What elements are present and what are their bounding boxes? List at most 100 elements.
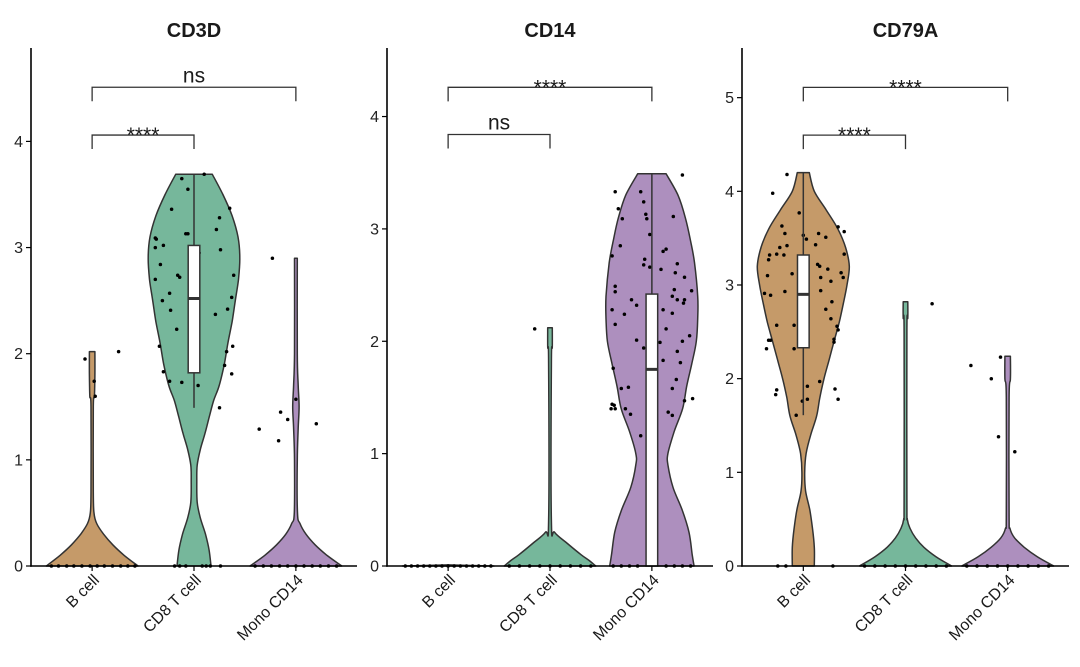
data-point [832, 340, 836, 344]
data-point [818, 288, 823, 293]
data-point [177, 275, 182, 280]
y-tick-label: 2 [725, 371, 734, 388]
violins [756, 171, 1055, 567]
x-tick-label: CD8 T cell [496, 572, 560, 636]
data-point [618, 244, 623, 248]
significance-brackets: **** ns [447, 76, 653, 149]
data-point [675, 261, 680, 266]
data-point [661, 358, 665, 363]
data-point [613, 284, 617, 288]
data-point [229, 372, 234, 376]
data-point [196, 383, 200, 388]
data-point [842, 252, 846, 256]
data-point [670, 413, 675, 418]
y-tick-label: 2 [14, 346, 23, 363]
data-point [222, 363, 227, 368]
data-point [805, 397, 810, 402]
data-point [661, 308, 665, 312]
data-point [792, 323, 796, 328]
data-point [767, 253, 772, 257]
data-point [186, 187, 190, 191]
panel-title: CD79A [873, 20, 939, 42]
data-point [836, 328, 840, 332]
significance-brackets: **** **** [802, 76, 1009, 150]
data-point [278, 410, 283, 414]
box-iqr [796, 254, 810, 349]
data-point [682, 399, 687, 403]
data-point [161, 370, 166, 374]
data-point [532, 327, 537, 331]
y-tick-label: 1 [725, 465, 734, 482]
data-point [641, 263, 646, 267]
data-point [833, 387, 837, 391]
data-point [609, 406, 613, 411]
data-point [998, 355, 1003, 359]
data-point [645, 217, 649, 221]
data-point [180, 176, 184, 181]
data-point [641, 200, 646, 204]
data-point [782, 253, 786, 257]
boxplot-b-cell [796, 172, 810, 416]
panel-title: CD14 [524, 20, 576, 42]
data-point [180, 380, 184, 385]
data-point [225, 307, 230, 311]
data-point [682, 297, 687, 302]
data-point [628, 412, 633, 417]
data-point [213, 312, 218, 317]
data-point [673, 270, 678, 275]
comparison-bracket: **** [447, 76, 653, 102]
data-point [616, 206, 621, 211]
data-point [642, 257, 647, 261]
data-point [153, 245, 158, 250]
data-point [217, 216, 222, 220]
x-tick-label: B cell [419, 572, 459, 612]
data-point [658, 340, 662, 345]
panel-cd79a: CD79A 0 1 2 3 4 5 B cell CD8 T cell Mono CD14 ****… [725, 20, 1069, 644]
data-point [231, 273, 236, 277]
comparison-bracket: **** [802, 76, 1009, 102]
data-point [270, 256, 275, 260]
data-point [613, 406, 617, 411]
data-point [826, 267, 830, 271]
data-point [832, 337, 836, 342]
boxplots [187, 174, 201, 408]
comparison-bracket: ns [447, 112, 551, 149]
bracket-line [802, 86, 1009, 102]
data-point [610, 308, 614, 312]
data-point [218, 247, 223, 252]
data-point [768, 293, 773, 298]
data-point [818, 275, 823, 280]
data-point [626, 385, 631, 390]
boxplot-cd8-t-cell [187, 174, 201, 408]
significance-label: ns [488, 112, 510, 135]
data-point [671, 214, 676, 219]
data-point [229, 295, 234, 300]
data-point [158, 262, 163, 267]
data-point [930, 301, 934, 306]
data-point [83, 357, 87, 361]
jitter-points [403, 173, 695, 568]
data-point [638, 433, 643, 438]
data-point [764, 346, 769, 351]
data-point [160, 298, 165, 303]
y-tick-label: 1 [14, 452, 23, 469]
bracket-line [91, 86, 297, 102]
data-point [641, 346, 646, 350]
data-point [813, 242, 818, 247]
data-point [797, 211, 801, 215]
data-point [161, 243, 166, 248]
data-point [168, 308, 173, 312]
data-point [670, 311, 675, 315]
data-point [773, 392, 778, 397]
data-point [785, 243, 789, 248]
significance-label: **** [534, 76, 567, 99]
data-point [620, 217, 625, 221]
data-point [276, 438, 281, 443]
violin-cd8-t-cell [503, 327, 597, 567]
data-point [659, 267, 663, 272]
data-point [675, 349, 680, 354]
data-point [785, 172, 789, 177]
data-point [167, 291, 172, 295]
y-tick-label: 1 [370, 446, 379, 463]
